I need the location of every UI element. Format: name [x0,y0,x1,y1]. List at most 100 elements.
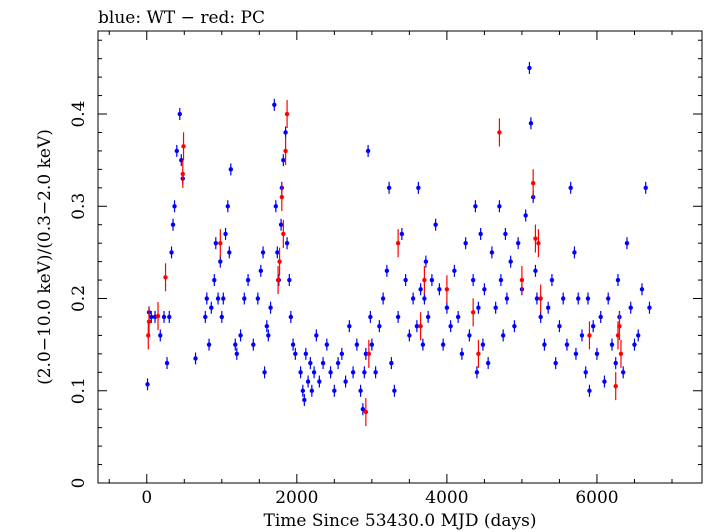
data-point [328,370,333,375]
data-point [497,204,502,209]
data-point [536,240,541,246]
data-point [177,111,182,117]
data-point [290,342,296,347]
data-point [418,323,423,329]
data-point [343,379,348,384]
data-point [242,296,247,301]
data-point [572,250,577,255]
data-point [314,333,319,338]
data-point [277,259,282,264]
data-point [284,240,290,246]
x-tick-label: 2000 [275,488,318,508]
data-point [403,277,408,283]
data-point [181,144,186,149]
data-point [542,342,547,347]
data-point [503,231,508,237]
plot-frame [97,30,703,484]
data-point [386,185,392,191]
data-point [573,351,579,357]
data-point [508,259,513,264]
data-point [485,360,491,366]
data-point [258,268,264,274]
data-point [482,287,487,292]
data-point [530,181,536,186]
data-point [332,388,337,393]
series-wt [145,61,652,416]
data-point [478,231,483,237]
data-point [467,333,472,338]
data-point [266,333,271,338]
data-point [528,121,534,126]
data-point [169,250,174,255]
data-point [422,277,427,283]
data-point [564,342,570,347]
data-point [283,148,288,154]
data-point [324,342,330,347]
x-axis-label: Time Since 53430.0 MJD (days) [264,511,537,531]
data-point [553,360,558,366]
data-point [470,277,476,283]
data-point [621,370,626,375]
data-point [369,342,375,347]
x-tick-label: 0 [141,488,152,508]
data-point [500,333,506,338]
data-point [618,351,624,357]
data-point [512,323,517,329]
data-point [308,360,313,366]
data-point [416,185,421,191]
data-series [145,61,652,426]
data-point [377,323,382,329]
x-tick-label: 6000 [575,488,618,508]
data-point [281,231,286,237]
data-point [163,275,168,280]
data-point [293,351,298,357]
data-point [392,388,397,393]
data-point [617,323,622,329]
data-point [180,171,185,177]
data-point [476,305,481,310]
data-point [305,379,311,384]
data-point [212,277,217,283]
data-point [288,314,294,320]
data-point [497,130,502,135]
data-point [476,351,481,357]
data-point [275,250,280,255]
series-pc [146,100,624,426]
data-point [204,296,209,301]
data-point [223,231,228,237]
data-point [146,319,152,324]
data-point [219,314,225,320]
data-point [448,323,453,329]
data-point [174,148,179,154]
y-tick-label: 0.3 [69,193,89,220]
data-point [360,407,366,412]
data-point [598,314,603,320]
y-tick-label: 0.4 [69,100,89,127]
data-point [444,287,450,292]
data-point [320,360,326,366]
data-point [533,268,538,274]
data-point [203,314,208,320]
data-point [365,148,371,154]
data-point [273,204,279,209]
data-point [380,296,386,301]
data-point [429,277,435,283]
data-point [227,250,232,255]
data-point [423,259,429,264]
data-point [534,296,540,301]
data-point [298,370,303,375]
data-point [228,167,234,172]
data-point [233,342,238,347]
data-point [309,388,315,393]
data-point [206,342,212,347]
data-point [613,383,618,389]
data-point [262,370,267,375]
data-point [444,305,450,310]
y-tick-label: 0 [69,478,89,489]
data-point [632,342,637,347]
x-axis: 0 2000 4000 6000 [108,31,673,508]
data-point [260,250,266,255]
data-point [585,296,591,301]
data-point [155,313,161,319]
data-point [255,296,261,301]
